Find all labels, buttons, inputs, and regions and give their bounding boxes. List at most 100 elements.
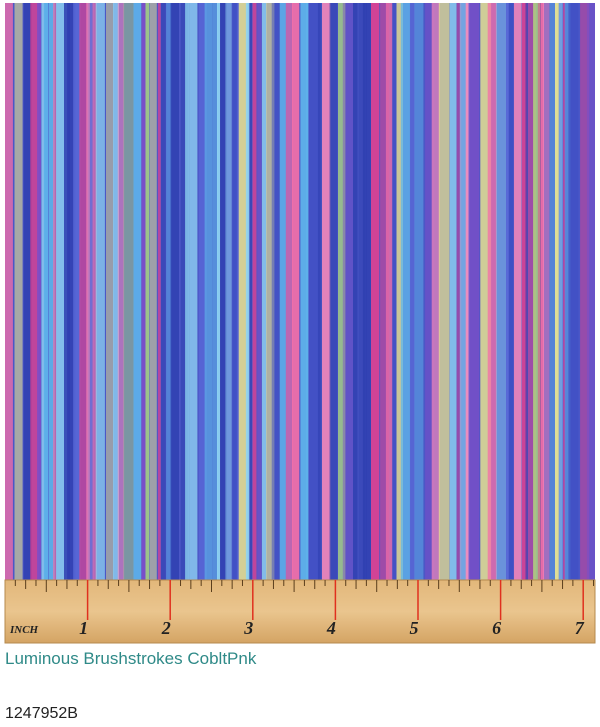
stripe xyxy=(43,3,49,580)
stripe xyxy=(212,3,218,580)
stripe xyxy=(322,3,331,580)
stripe xyxy=(117,3,125,580)
stripe xyxy=(252,3,257,580)
ruler-label: 4 xyxy=(326,618,336,638)
stripe xyxy=(480,3,492,580)
stripe xyxy=(161,3,166,580)
stripe xyxy=(431,3,440,580)
product-image: 1 2 3 4 5 6 7 INCH xyxy=(4,3,596,644)
ruler-label: 1 xyxy=(79,618,88,638)
stripe xyxy=(409,3,415,580)
stripe xyxy=(170,3,179,580)
stripe xyxy=(533,3,541,580)
stripe xyxy=(113,3,119,580)
stripe xyxy=(362,3,367,580)
stripe xyxy=(449,3,457,580)
stripe xyxy=(366,3,371,580)
stripe xyxy=(522,3,528,580)
stripe xyxy=(261,3,267,580)
stripe xyxy=(225,3,232,580)
stripe xyxy=(157,3,161,580)
stripe xyxy=(586,3,595,580)
stripe xyxy=(106,3,114,580)
stripe xyxy=(285,3,293,580)
stripe xyxy=(438,3,450,580)
stripe xyxy=(459,3,470,580)
stripe xyxy=(495,3,507,580)
stripe xyxy=(528,3,536,580)
stripe xyxy=(271,3,281,580)
stripe xyxy=(400,3,411,580)
stripe xyxy=(89,3,95,580)
stripe xyxy=(220,3,227,580)
stripe xyxy=(353,3,358,580)
stripe xyxy=(541,3,544,580)
ruler-label: 6 xyxy=(492,618,501,638)
stripe xyxy=(555,3,559,580)
stripe xyxy=(563,3,566,580)
stripe xyxy=(338,3,346,580)
stripe xyxy=(73,3,81,580)
stripe xyxy=(217,3,221,580)
stripe xyxy=(306,3,309,580)
stripe xyxy=(487,3,497,580)
stripe xyxy=(580,3,590,580)
stripe xyxy=(79,3,88,580)
ruler-label: 2 xyxy=(161,618,171,638)
stripe xyxy=(549,3,558,580)
stripe xyxy=(236,3,240,580)
stripe xyxy=(95,3,105,580)
stripe xyxy=(358,3,366,580)
stripe xyxy=(558,3,563,580)
stripe xyxy=(141,3,146,580)
stripe xyxy=(166,3,172,580)
product-name[interactable]: Luminous Brushstrokes CobltPnk xyxy=(5,649,257,668)
stripe xyxy=(185,3,190,580)
stripe xyxy=(123,3,134,580)
stripe xyxy=(249,3,252,580)
stripe xyxy=(342,3,353,580)
stripe xyxy=(204,3,213,580)
stripe xyxy=(30,3,40,580)
stripe xyxy=(53,3,57,580)
stripe xyxy=(37,3,41,580)
stripe xyxy=(64,3,70,580)
stripe xyxy=(145,3,150,580)
stripe xyxy=(414,3,424,580)
stripe xyxy=(371,3,380,580)
stripe xyxy=(506,3,510,580)
stripe xyxy=(456,3,462,580)
fabric-stripes xyxy=(5,3,595,580)
stripe xyxy=(292,3,300,580)
stripe xyxy=(300,3,308,580)
ruler-unit: INCH xyxy=(9,624,39,636)
stripe xyxy=(133,3,142,580)
stripe xyxy=(568,3,579,580)
stripe xyxy=(257,3,262,580)
stripe xyxy=(392,3,397,580)
stripe xyxy=(232,3,238,580)
ruler-label: 3 xyxy=(243,618,253,638)
ruler-ticks: 1 2 3 4 5 6 7 xyxy=(14,580,595,638)
stripe xyxy=(180,3,188,580)
stripe xyxy=(48,3,55,580)
stripe xyxy=(308,3,320,580)
stripe xyxy=(92,3,97,580)
stripe xyxy=(329,3,338,580)
stripe xyxy=(245,3,250,580)
stripe xyxy=(468,3,480,580)
stripe xyxy=(41,3,45,580)
ruler-label: 5 xyxy=(410,618,419,638)
stripe xyxy=(513,3,522,580)
stripe xyxy=(380,3,389,580)
stripe xyxy=(5,3,13,580)
stripe xyxy=(508,3,515,580)
stripe xyxy=(525,3,528,580)
stripe xyxy=(537,3,543,580)
product-sku: 1247952B xyxy=(5,705,78,722)
stripe xyxy=(317,3,322,580)
stripe xyxy=(189,3,198,580)
stripe xyxy=(543,3,550,580)
stripe xyxy=(425,3,435,580)
